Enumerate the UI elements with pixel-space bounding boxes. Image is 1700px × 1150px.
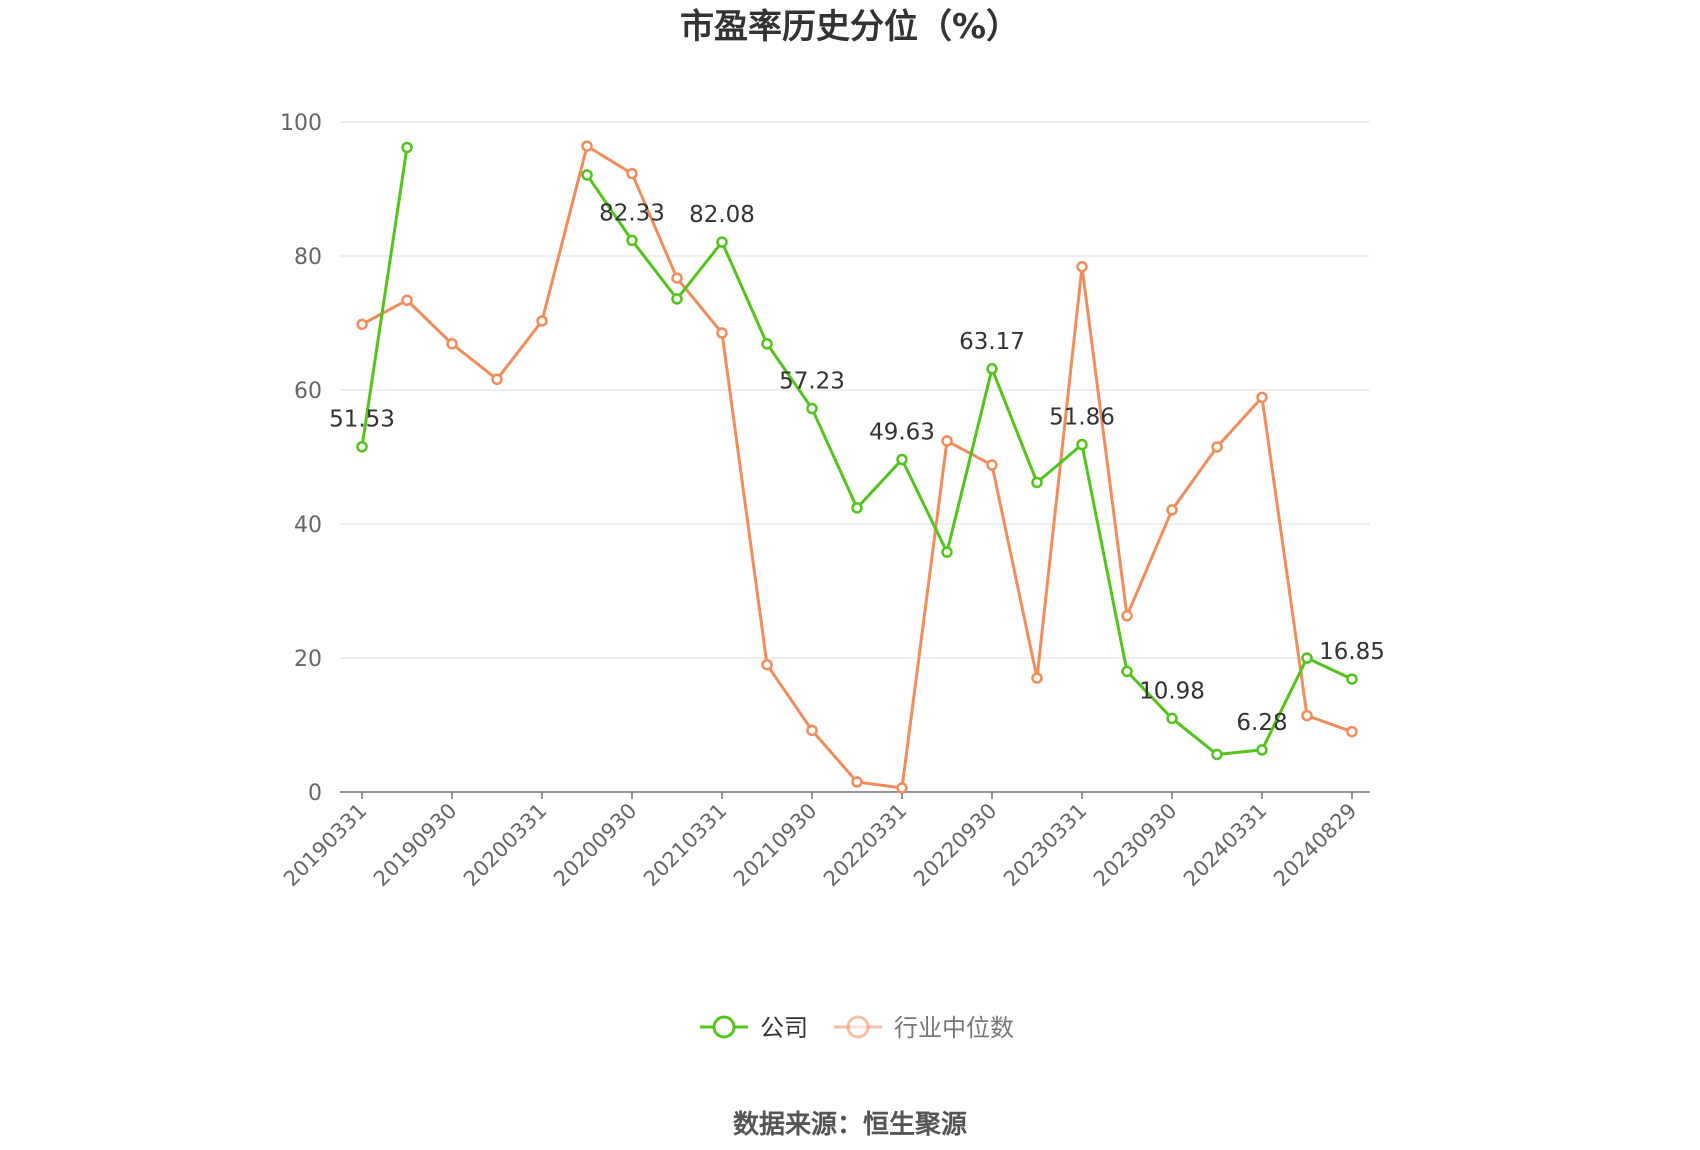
x-tick-label: 20190930 — [369, 799, 462, 892]
legend-label: 公司 — [760, 1014, 808, 1042]
data-point[interactable] — [941, 546, 953, 558]
data-label: 6.28 — [1236, 710, 1287, 736]
legend-marker — [712, 1015, 736, 1039]
data-point[interactable] — [716, 236, 728, 248]
axes: 0 20 40 60 80 100 2019033120190930202003312020… — [279, 111, 1370, 891]
x-tick-label: 20230930 — [1089, 799, 1182, 892]
x-tick-label: 20220930 — [909, 799, 1002, 892]
data-point[interactable] — [356, 318, 368, 331]
legend-label: 行业中位数 — [894, 1014, 1014, 1042]
data-point[interactable] — [1211, 441, 1223, 453]
x-tick-label: 20220331 — [819, 799, 912, 892]
data-point[interactable] — [1121, 610, 1133, 622]
x-tick-label: 20200930 — [549, 799, 642, 892]
data-point[interactable] — [626, 167, 638, 180]
x-tick-label: 20210331 — [639, 799, 732, 892]
x-tick-label: 20200331 — [459, 799, 552, 892]
data-label: 49.63 — [869, 419, 935, 445]
series-0 — [356, 141, 1358, 761]
data-point[interactable] — [941, 435, 953, 447]
data-point[interactable] — [1031, 672, 1043, 684]
data-label: 51.53 — [329, 407, 395, 433]
data-point[interactable] — [1166, 712, 1178, 725]
data-label: 57.23 — [779, 369, 845, 395]
data-label: 51.86 — [1049, 405, 1115, 431]
data-point[interactable] — [536, 315, 548, 327]
data-point[interactable] — [896, 453, 908, 466]
data-point[interactable] — [1166, 504, 1178, 516]
data-point[interactable] — [1346, 725, 1358, 738]
y-tick-label: 0 — [308, 781, 322, 806]
data-labels: 51.53 82.33 82.08 57.23 49.63 63.17 51.86 10.98… — [329, 200, 1385, 736]
data-point[interactable] — [1076, 438, 1088, 451]
series-line — [360, 147, 409, 447]
x-tick-label: 20240829 — [1269, 799, 1362, 892]
y-tick-label: 80 — [294, 245, 322, 270]
data-point[interactable] — [491, 373, 503, 386]
data-point[interactable] — [716, 327, 728, 339]
data-point[interactable] — [806, 724, 818, 737]
data-point[interactable] — [1301, 709, 1313, 722]
data-label: 82.08 — [689, 202, 755, 228]
series-line — [585, 174, 1353, 756]
series-1 — [356, 140, 1358, 794]
data-source: 数据来源：恒生聚源 — [733, 1110, 967, 1140]
x-tick-label: 20210930 — [729, 799, 822, 892]
series-layer — [356, 140, 1358, 794]
data-point[interactable] — [446, 338, 458, 350]
data-point[interactable] — [761, 658, 773, 671]
x-tick-label: 20190331 — [279, 799, 372, 892]
data-label: 82.33 — [599, 200, 665, 226]
y-tick-label: 40 — [294, 513, 322, 538]
legend-marker — [846, 1015, 870, 1039]
data-point[interactable] — [1256, 391, 1268, 404]
data-point[interactable] — [851, 502, 863, 514]
data-point[interactable] — [401, 294, 413, 306]
data-point[interactable] — [1301, 652, 1313, 664]
data-point[interactable] — [581, 169, 593, 181]
x-tick-label: 20240331 — [1179, 799, 1272, 892]
grid-lines — [340, 121, 1370, 659]
data-point[interactable] — [1211, 748, 1223, 761]
data-point[interactable] — [671, 293, 683, 305]
data-point[interactable] — [1121, 665, 1133, 678]
y-tick-label: 60 — [294, 379, 322, 404]
legend[interactable]: 公司 行业中位数 — [700, 1014, 1014, 1042]
legend-item-0[interactable]: 公司 — [700, 1014, 808, 1042]
data-point[interactable] — [1076, 260, 1088, 273]
data-point[interactable] — [806, 402, 818, 415]
data-point[interactable] — [986, 363, 998, 375]
chart-title: 市盈率历史分位（%） — [680, 7, 1020, 47]
data-point[interactable] — [761, 338, 773, 350]
data-point[interactable] — [1256, 744, 1268, 756]
data-label: 63.17 — [959, 329, 1025, 355]
y-tick-label: 100 — [280, 111, 322, 136]
data-label: 16.85 — [1319, 639, 1385, 665]
data-label: 10.98 — [1139, 678, 1205, 704]
data-point[interactable] — [581, 140, 593, 152]
data-point[interactable] — [671, 272, 683, 284]
data-point[interactable] — [986, 459, 998, 471]
x-tick-label: 20230331 — [999, 799, 1092, 892]
data-point[interactable] — [1346, 673, 1358, 685]
data-point[interactable] — [401, 141, 413, 154]
data-point[interactable] — [626, 234, 638, 247]
data-point[interactable] — [1031, 476, 1043, 489]
legend-item-1[interactable]: 行业中位数 — [834, 1014, 1014, 1042]
data-point[interactable] — [851, 776, 863, 788]
y-tick-label: 20 — [294, 647, 322, 672]
data-point[interactable] — [356, 440, 368, 453]
data-point[interactable] — [896, 782, 908, 794]
